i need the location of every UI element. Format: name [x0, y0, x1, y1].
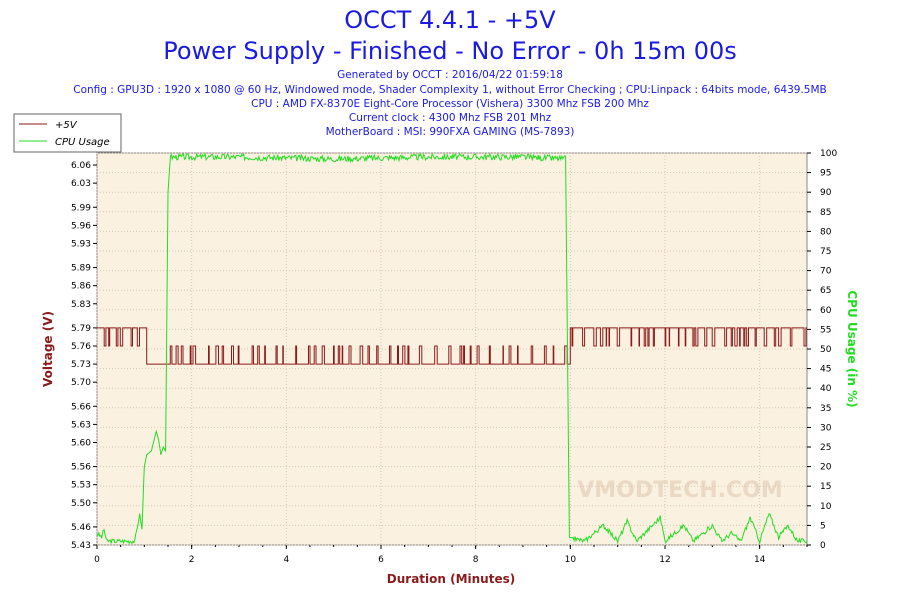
legend-label-5v: +5V: [55, 120, 78, 131]
series-line-cpu-usage: [96, 152, 808, 545]
cpu-info: CPU : AMD FX-8370E Eight-Core Processor …: [251, 98, 649, 110]
y-tick-label: 5.86: [71, 282, 91, 292]
y2-tick-label: 20: [820, 463, 832, 473]
y-tick-label: 5.46: [71, 523, 91, 533]
x-tick-label: 8: [473, 555, 479, 565]
y2-tick-label: 75: [820, 247, 831, 257]
y2-tick-label: 30: [820, 423, 832, 433]
y2-axis-title: CPU Usage (in %): [845, 290, 859, 407]
x-tick-label: 6: [378, 555, 384, 565]
x-axis-title: Duration (Minutes): [387, 572, 515, 586]
y2-tick-label: 5: [820, 521, 826, 531]
x-tick-label: 2: [189, 555, 195, 565]
y2-tick-label: 60: [820, 306, 832, 316]
y-tick-label: 5.83: [71, 300, 91, 310]
x-tick-label: 12: [659, 555, 670, 565]
y-tick-label: 5.53: [71, 481, 91, 491]
config-info: Config : GPU3D : 1920 x 1080 @ 60 Hz, Wi…: [73, 84, 827, 96]
y-tick-label: 6.06: [71, 161, 91, 171]
y2-tick-label: 15: [820, 482, 831, 492]
y2-tick-label: 40: [820, 384, 832, 394]
y2-tick-label: 50: [820, 345, 832, 355]
y2-tick-label: 65: [820, 286, 831, 296]
watermark-text: VMODTECH.COM: [577, 478, 783, 503]
x-tick-label: 0: [94, 555, 100, 565]
y2-tick-label: 55: [820, 325, 831, 335]
y-tick-label: 5.63: [71, 420, 91, 430]
y2-tick-label: 70: [820, 267, 832, 277]
motherboard-info: MotherBoard : MSI: 990FXA GAMING (MS-789…: [325, 126, 575, 138]
y-tick-label: 5.43: [71, 541, 91, 551]
y2-tick-label: 100: [820, 149, 837, 159]
chart-title: OCCT 4.4.1 - +5V: [344, 6, 556, 34]
y-tick-label: 5.99: [71, 203, 91, 213]
y2-tick-label: 25: [820, 443, 831, 453]
y-tick-label: 5.70: [71, 378, 91, 388]
y-tick-label: 5.79: [71, 324, 91, 334]
clock-info: Current clock : 4300 Mhz FSB 201 Mhz: [348, 112, 552, 124]
y-tick-label: 5.66: [71, 402, 91, 412]
x-tick-label: 14: [754, 555, 766, 565]
legend-label-cpu-usage: CPU Usage: [55, 137, 110, 148]
y-tick-label: 6.03: [71, 179, 91, 189]
y2-tick-label: 85: [820, 208, 831, 218]
y-tick-label: 5.50: [71, 499, 91, 509]
x-tick-label: 4: [283, 555, 289, 565]
legend-box: [13, 113, 122, 153]
generated-info: Generated by OCCT : 2016/04/22 01:59:18: [337, 69, 563, 81]
y-tick-label: 5.96: [71, 221, 91, 231]
x-tick-label: 10: [565, 555, 577, 565]
y2-tick-label: 0: [820, 541, 826, 551]
y2-tick-label: 95: [820, 169, 831, 179]
y-tick-label: 5.56: [71, 463, 91, 473]
y-tick-label: 5.73: [71, 360, 91, 370]
chart-subtitle: Power Supply - Finished - No Error - 0h …: [163, 37, 737, 65]
y2-tick-label: 90: [820, 188, 832, 198]
y-tick-label: 5.76: [71, 342, 91, 352]
y2-tick-label: 45: [820, 365, 831, 375]
y-tick-label: 5.93: [71, 239, 91, 249]
y2-tick-label: 80: [820, 227, 832, 237]
series-line-5v: [97, 327, 807, 365]
y-tick-label: 5.89: [71, 264, 91, 274]
y2-tick-label: 10: [820, 502, 832, 512]
y2-tick-label: 35: [820, 404, 831, 414]
y-tick-label: 5.60: [71, 438, 91, 448]
y-axis-title: Voltage (V): [41, 311, 55, 387]
